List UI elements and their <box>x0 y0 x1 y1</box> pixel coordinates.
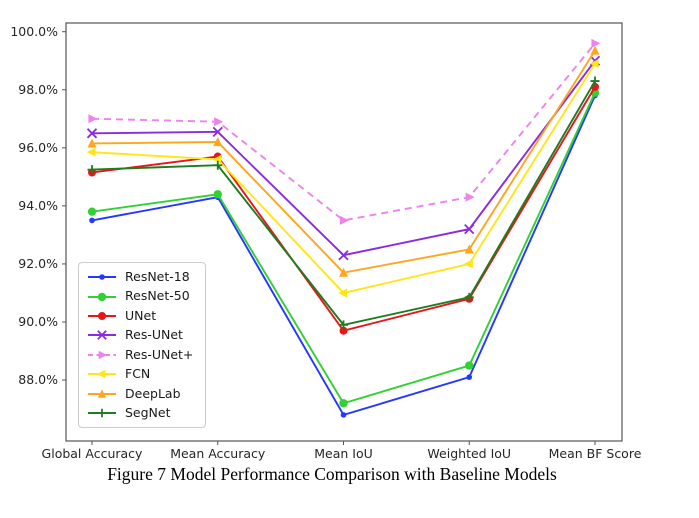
y-tick-label: 92.0% <box>18 256 58 271</box>
series-res-unet <box>88 38 601 225</box>
legend-item-res-unet: Res-UNet <box>87 327 193 343</box>
x-tick-label: Mean BF Score <box>549 446 642 461</box>
legend-item-resnet-50: ResNet-50 <box>87 288 193 304</box>
legend-marker-icon <box>88 292 116 301</box>
series-line <box>91 60 596 257</box>
legend-label: FCN <box>125 366 151 382</box>
y-tick-label: 98.0% <box>18 82 58 97</box>
y-tick-label: 94.0% <box>18 198 58 213</box>
y-tick-label: 100.0% <box>10 24 58 39</box>
legend-marker-icon <box>88 408 116 418</box>
y-tick-label: 88.0% <box>18 372 58 387</box>
legend-label: ResNet-18 <box>125 269 190 284</box>
legend-label: ResNet-50 <box>125 288 190 304</box>
legend-marker-icon <box>88 274 116 280</box>
legend-marker-icon <box>88 312 116 320</box>
figure-caption: Figure 7 Model Performance Comparison wi… <box>107 464 557 484</box>
x-tick-label: Weighted IoU <box>427 446 511 461</box>
plot-svg: 88.0% 90.0% 92.0% 94.0% 96.0% 98.0% 100.0% Glob… <box>10 22 642 461</box>
series-res-unet <box>86 55 601 261</box>
legend-item-fcn: FCN <box>87 366 193 382</box>
y-tick-label: 96.0% <box>18 140 58 155</box>
legend-marker-icon <box>88 350 116 360</box>
x-tick-label: Mean IoU <box>314 446 373 461</box>
legend-marker-icon <box>88 330 116 341</box>
y-tick-label: 90.0% <box>18 314 58 329</box>
legend-item-deeplab: DeepLab <box>87 386 193 402</box>
chart-legend: ResNet-18 ResNet-50 UNet Res-UNet Res-UNet+ F… <box>78 262 207 429</box>
legend-marker-icon <box>88 389 116 398</box>
x-tick-label: Mean Accuracy <box>170 446 266 461</box>
series-deeplab <box>87 45 600 277</box>
legend-label: Res-UNet <box>125 327 183 343</box>
series-resnet-50 <box>87 88 600 408</box>
series-segnet <box>87 76 600 330</box>
legend-item-res-unet: Res-UNet+ <box>87 347 193 363</box>
series-fcn <box>86 59 599 298</box>
legend-item-resnet-18: ResNet-18 <box>87 269 193 285</box>
legend-label: SegNet <box>125 405 171 421</box>
legend-item-unet: UNet <box>87 308 193 324</box>
legend-item-segnet: SegNet <box>87 405 193 421</box>
legend-label: UNet <box>125 307 157 323</box>
x-tick-label: Global Accuracy <box>42 446 144 461</box>
legend-marker-icon <box>88 370 116 379</box>
line-chart: 88.0% 90.0% 92.0% 94.0% 96.0% 98.0% 100.0% Glob… <box>10 22 642 461</box>
legend-label: Res-UNet+ <box>125 346 194 362</box>
legend-label: DeepLab <box>125 385 181 401</box>
